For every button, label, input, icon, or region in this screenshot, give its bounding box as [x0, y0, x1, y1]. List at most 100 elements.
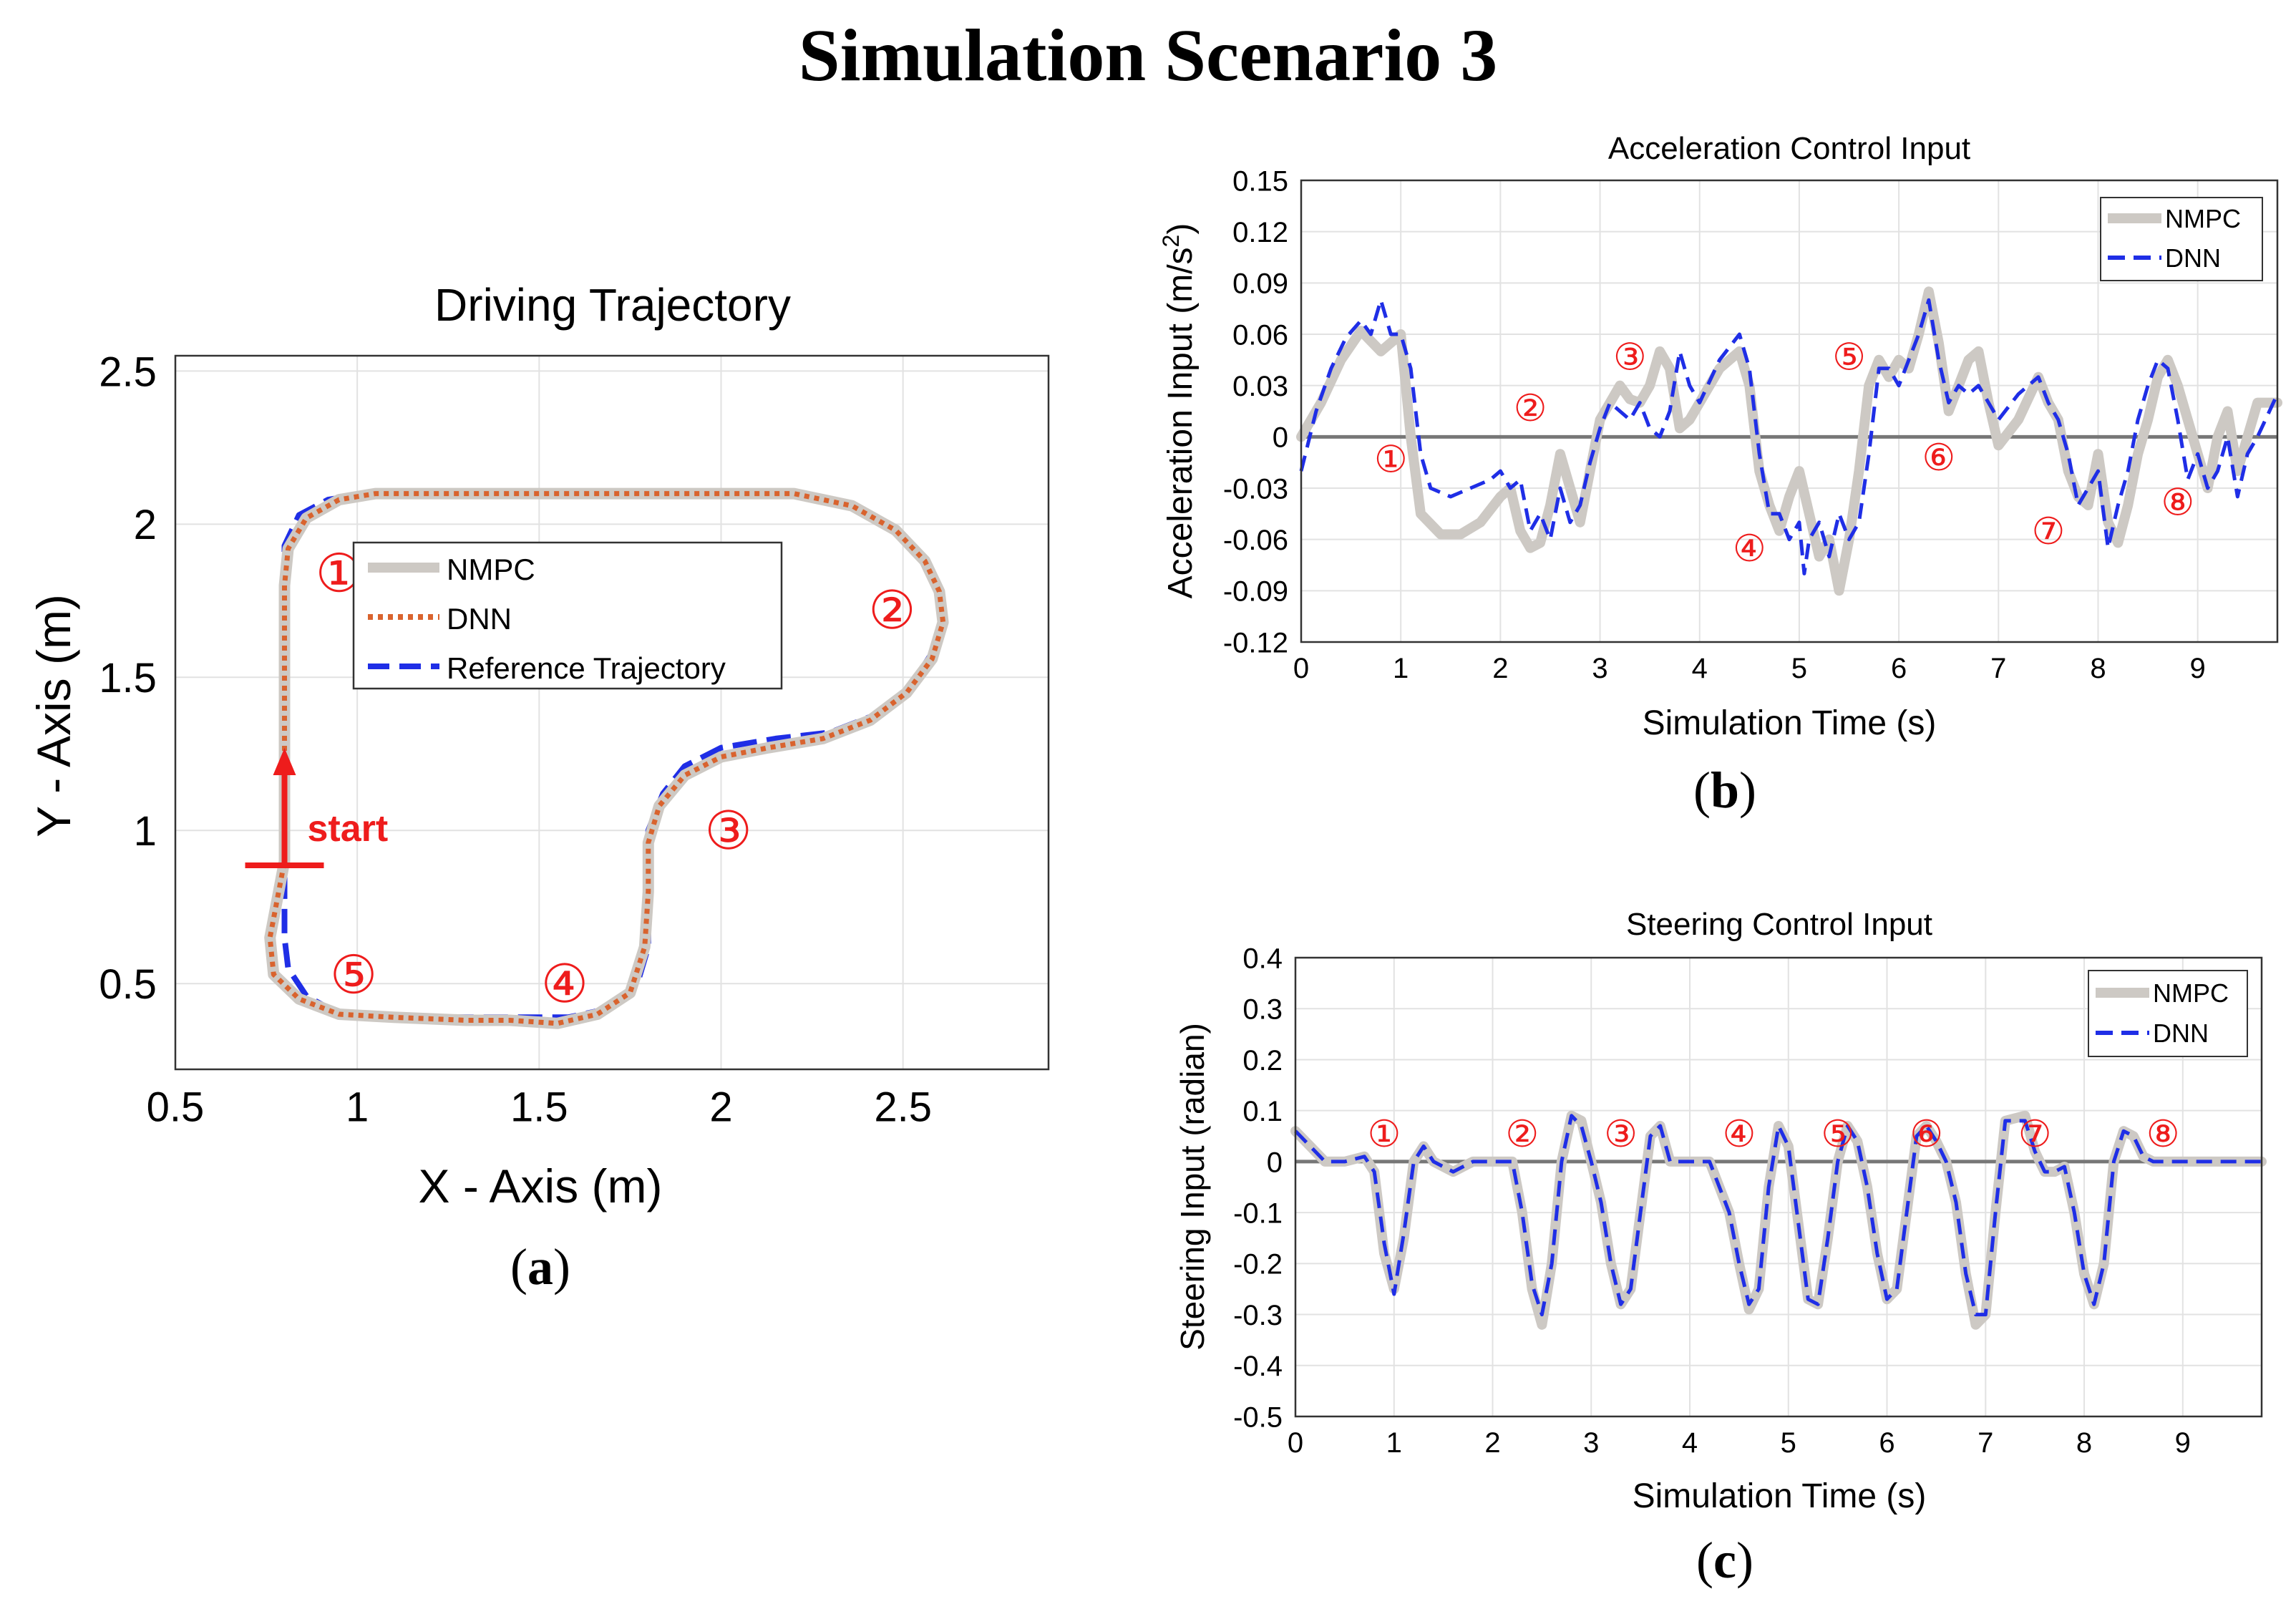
c-xtick-label: 1 — [1386, 1427, 1402, 1459]
c-xtick-label: 3 — [1583, 1427, 1599, 1459]
legend-reference-label: Reference Trajectory — [447, 651, 726, 685]
panel-b-axes-box — [1300, 179, 2279, 643]
panel-b-legend-dnn-label: DNN — [2165, 243, 2221, 273]
panel-a-traces — [264, 487, 949, 1029]
c-xtick-label: 6 — [1879, 1427, 1894, 1459]
b-circled-marker: ④ — [1733, 528, 1766, 570]
b-ytick-label: -0.06 — [1223, 525, 1288, 556]
panel-b-xlabel: Simulation Time (s) — [1643, 704, 1937, 742]
c-xtick-label: 4 — [1682, 1427, 1698, 1459]
b-ytick-label: 0 — [1273, 422, 1288, 454]
b-ytick-label: 0.03 — [1232, 371, 1288, 402]
b-ytick-label: -0.03 — [1223, 473, 1288, 505]
c-circled-marker: ② — [1506, 1114, 1539, 1155]
c-ytick-label: -0.2 — [1233, 1249, 1283, 1280]
panel-a-tick-labels: 0.5 1 1.5 2 2.5 0.5 1 1.5 2 2.5 — [99, 349, 932, 1130]
b-xtick-label: 2 — [1492, 653, 1508, 684]
c-ytick-label: 0.4 — [1242, 943, 1283, 974]
panel-b-caption: (b) — [1693, 762, 1756, 819]
panel-c-legend: NMPC DNN — [2088, 970, 2248, 1057]
c-ytick-label: -0.4 — [1233, 1351, 1283, 1382]
panel-a-ylabel: Y - Axis (m) — [27, 594, 80, 837]
figure-title: Simulation Scenario 3 — [799, 14, 1498, 97]
b-xtick-label: 9 — [2190, 653, 2206, 684]
a-xtick-label: 0.5 — [147, 1084, 205, 1131]
c-ytick-label: -0.3 — [1233, 1300, 1283, 1331]
b-xtick-label: 0 — [1293, 653, 1309, 684]
a-circled-marker: ⑤ — [330, 945, 377, 1004]
panel-b-legend: NMPC DNN — [2100, 197, 2263, 281]
c-series-nmpc — [1290, 1110, 2267, 1330]
start-arrow-head — [273, 748, 296, 776]
b-xtick-label: 5 — [1791, 653, 1807, 684]
c-ytick-label: -0.1 — [1233, 1198, 1283, 1230]
a-ytick-label: 1.5 — [99, 655, 157, 701]
panel-c-tick-labels: 0 1 2 3 4 5 6 7 8 9 -0.5 -0.4 -0.3 -0.2 -0.1 0 0.1 0.2 0.3… — [1233, 943, 2191, 1459]
c-ytick-label: 0.1 — [1242, 1096, 1283, 1127]
b-ytick-label: -0.12 — [1223, 627, 1288, 658]
b-circled-marker: ① — [1374, 439, 1408, 481]
c-circled-marker: ④ — [1723, 1114, 1756, 1155]
b-circled-marker: ⑦ — [2032, 511, 2066, 553]
panel-b-legend-nmpc-label: NMPC — [2165, 204, 2241, 233]
panel-c-markers: ① ② ③ ④ ⑤ ⑥ ⑦ ⑧ — [1368, 1114, 2180, 1155]
c-circled-marker: ⑤ — [1821, 1114, 1854, 1155]
a-xtick-label: 2.5 — [874, 1084, 932, 1131]
b-circled-marker: ⑧ — [2161, 482, 2195, 523]
c-xtick-label: 7 — [1978, 1427, 1993, 1459]
panel-c-ylabel: Steering Input (radian) — [1174, 1023, 1211, 1351]
b-circled-marker: ② — [1514, 388, 1547, 429]
panel-b-markers: ① ② ③ ④ ⑤ ⑥ ⑦ ⑧ — [1374, 336, 2194, 570]
panel-b-legend-box — [2100, 197, 2263, 281]
start-marker: start — [245, 748, 389, 869]
c-ytick-label: 0.2 — [1242, 1045, 1283, 1076]
b-xtick-label: 8 — [2090, 653, 2106, 684]
b-ytick-label: 0.15 — [1232, 165, 1288, 197]
a-xtick-label: 1 — [346, 1084, 369, 1131]
a-ytick-label: 2 — [134, 502, 157, 548]
panel-c-legend-box — [2088, 970, 2248, 1057]
panel-b-acceleration: Acceleration Control Input 0 1 2 3 4 5 6 7 8 9 -0.… — [1158, 131, 2282, 819]
panel-c-legend-nmpc-label: NMPC — [2153, 978, 2229, 1008]
c-xtick-label: 0 — [1288, 1427, 1303, 1459]
b-xtick-label: 6 — [1891, 653, 1907, 684]
a-circled-marker: ② — [868, 580, 915, 640]
a-series-dnn — [267, 491, 946, 1026]
b-ytick-label: 0.06 — [1232, 319, 1288, 351]
panel-a-axes-box — [174, 354, 1050, 1071]
panel-c-xlabel: Simulation Time (s) — [1633, 1477, 1927, 1515]
b-circled-marker: ③ — [1613, 336, 1647, 378]
legend-nmpc-label: NMPC — [447, 553, 535, 586]
c-ytick-label: 0.3 — [1242, 994, 1283, 1026]
panel-c-traces — [1290, 1110, 2267, 1330]
a-xtick-label: 1.5 — [510, 1084, 568, 1131]
a-circled-marker: ③ — [704, 801, 751, 860]
b-xtick-label: 3 — [1592, 653, 1607, 684]
c-ytick-label: -0.5 — [1233, 1401, 1283, 1433]
start-label: start — [308, 808, 389, 850]
b-xtick-label: 1 — [1393, 653, 1409, 684]
panel-c-legend-dnn-label: DNN — [2153, 1019, 2209, 1048]
panel-a-driving-trajectory: Driving Trajectory 0.5 1 1.5 2 2.5 0.5 1 1.5 2 2.… — [27, 279, 1050, 1296]
a-xtick-label: 2 — [709, 1084, 732, 1131]
c-xtick-label: 5 — [1781, 1427, 1796, 1459]
panel-c-title: Steering Control Input — [1626, 907, 1932, 942]
panel-a-xlabel: X - Axis (m) — [419, 1160, 663, 1212]
c-circled-marker: ⑦ — [2018, 1114, 2052, 1155]
b-series-nmpc — [1296, 286, 2282, 596]
panel-a-caption: (a) — [510, 1238, 570, 1296]
c-xtick-label: 8 — [2076, 1427, 2092, 1459]
panel-b-title: Acceleration Control Input — [1608, 131, 1970, 166]
panel-c-caption: (c) — [1696, 1532, 1753, 1589]
b-circled-marker: ⑥ — [1922, 437, 1955, 479]
panel-a-grid — [175, 356, 1049, 1069]
panel-c-steering: Steering Control Input 0 1 2 3 4 5 6 7 8 9 -0.5 -0.… — [1174, 907, 2267, 1589]
a-circled-marker: ④ — [541, 954, 588, 1014]
a-ytick-label: 1 — [134, 808, 157, 855]
c-circled-marker: ⑧ — [2146, 1114, 2180, 1155]
b-xtick-label: 4 — [1692, 653, 1708, 684]
b-ytick-label: 0.12 — [1232, 217, 1288, 248]
b-xtick-label: 7 — [1990, 653, 2006, 684]
c-circled-marker: ③ — [1604, 1114, 1638, 1155]
